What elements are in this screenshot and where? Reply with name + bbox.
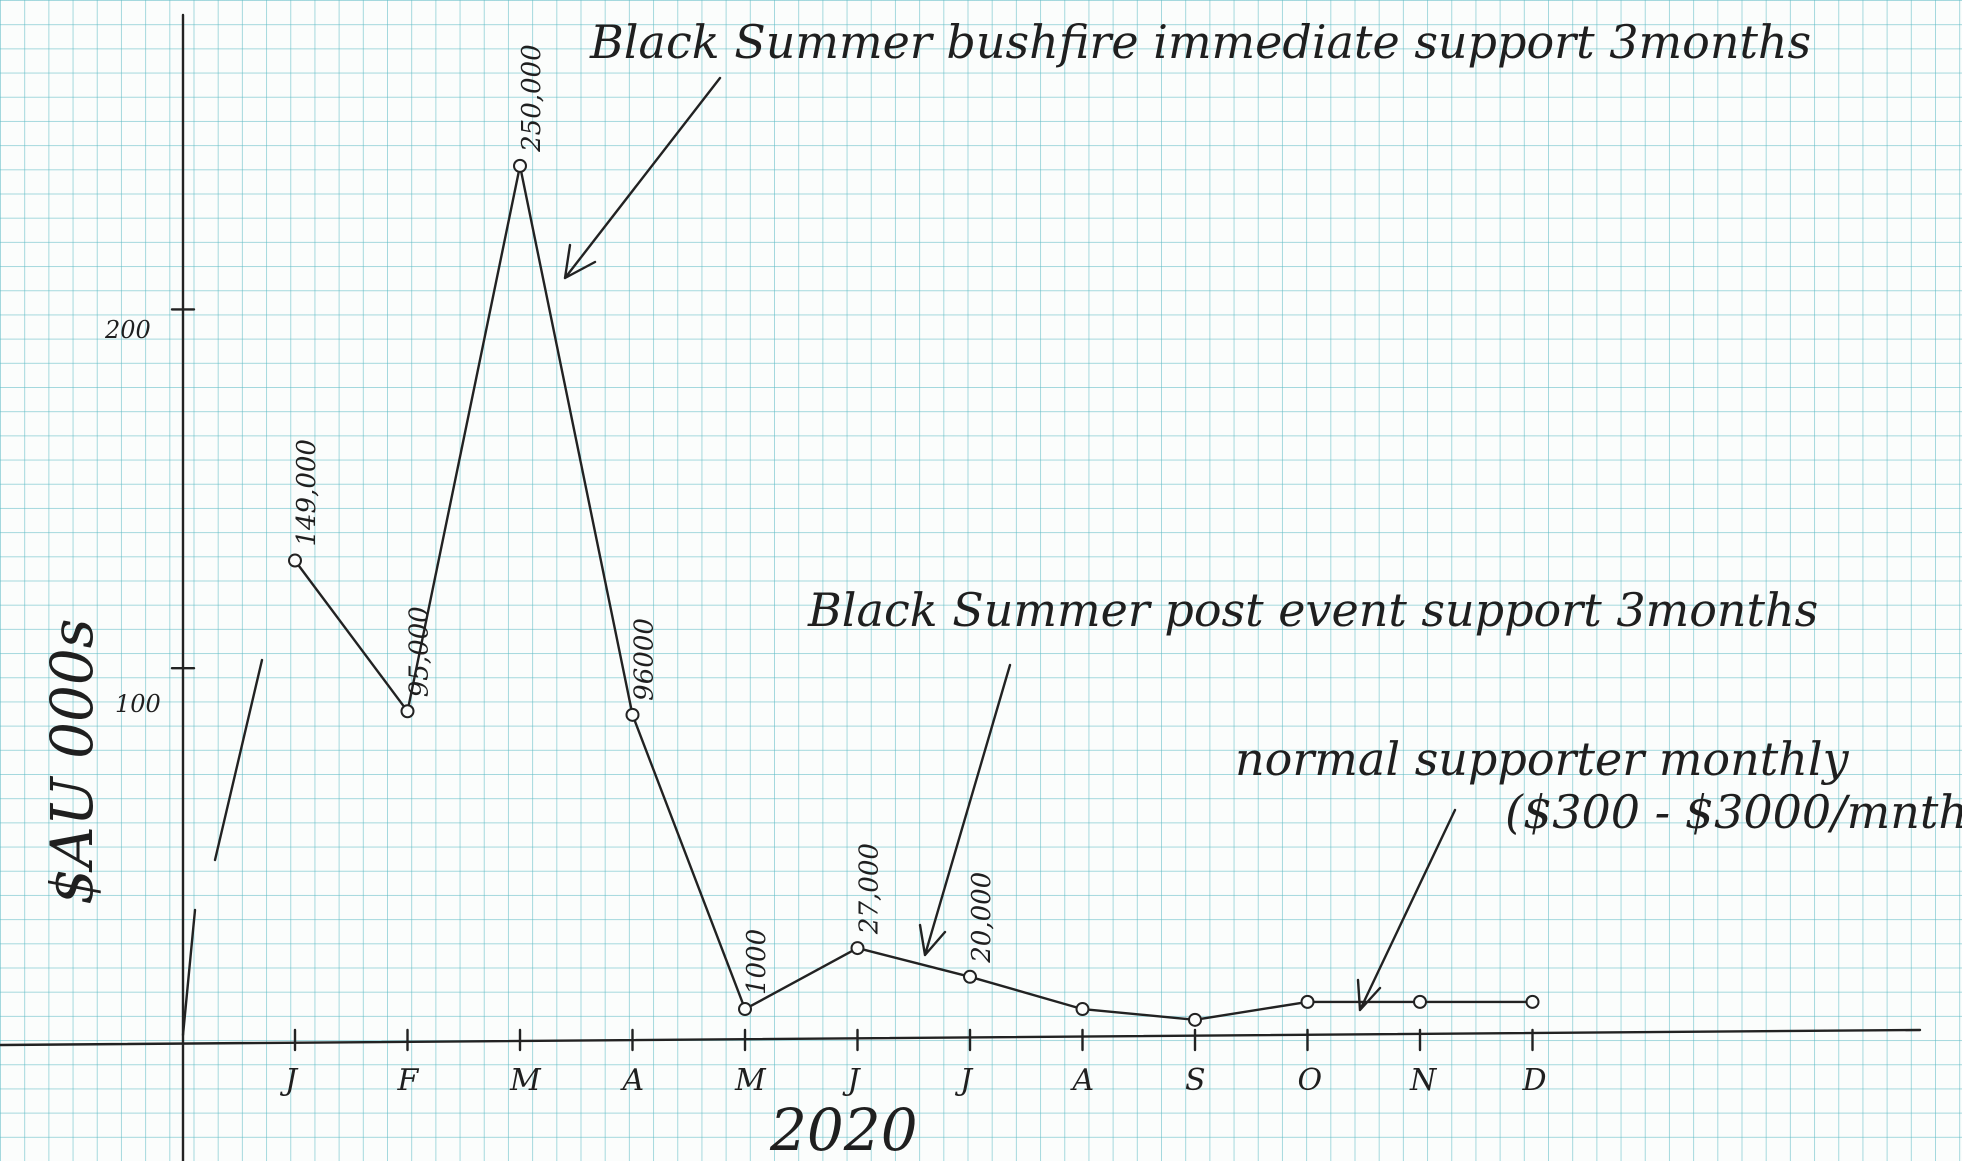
- data-label: 27,000: [855, 843, 885, 935]
- data-point: [1188, 1012, 1202, 1027]
- data-point: [850, 941, 865, 956]
- x-tick-label: M: [509, 1063, 542, 1098]
- x-tick-label: A: [620, 1063, 645, 1098]
- data-label: 149,000: [292, 439, 322, 547]
- data-point: [1413, 994, 1427, 1009]
- data-label: 250,000: [517, 44, 547, 153]
- data-label: 96000: [630, 618, 660, 701]
- data-point: [513, 158, 527, 173]
- data-point: [1075, 1002, 1090, 1017]
- x-tick-label: N: [1409, 1063, 1438, 1098]
- data-point: [625, 707, 640, 722]
- annotation-post-event-support: Black Summer post event support 3months: [807, 583, 1818, 637]
- data-point: [1300, 994, 1315, 1009]
- annotation-normal-support: normal supporter monthly: [1235, 732, 1850, 786]
- y-tick-label-100: 100: [115, 690, 161, 718]
- x-axis: [0, 1028, 1922, 1047]
- x-tick-label: J: [954, 1063, 974, 1098]
- data-point: [288, 553, 302, 568]
- series-line: [293, 164, 1534, 1021]
- annotation-immediate-support: Black Summer bushfire immediate support …: [589, 15, 1811, 69]
- data-points: 149,000 95,000 250,000 96000 1000 27,000 20,00…: [288, 44, 1540, 1027]
- x-tick-label: S: [1185, 1063, 1206, 1098]
- x-tick-label: D: [1522, 1063, 1547, 1098]
- x-axis-title: 2020: [769, 1096, 918, 1161]
- arrow-immediate-support: [563, 76, 722, 280]
- x-tick-label: F: [397, 1063, 420, 1098]
- arrow-post-event-support: [918, 663, 1012, 957]
- x-tick-label: J: [842, 1063, 862, 1098]
- axis-title-guide-stroke: [181, 658, 264, 1037]
- x-tick-label: A: [1070, 1063, 1095, 1098]
- y-axis-title: $AU 000s: [38, 618, 106, 905]
- annotation-normal-support-range: ($300 - $3000/mnth): [1505, 785, 1962, 839]
- x-tick-label: M: [734, 1063, 767, 1098]
- data-point: [1525, 994, 1540, 1009]
- x-tick-label: J: [279, 1063, 299, 1098]
- y-tick-label-200: 200: [104, 316, 151, 344]
- data-point: [400, 704, 415, 719]
- data-label: 1000: [742, 929, 772, 995]
- data-point: [738, 1002, 752, 1017]
- arrow-normal-support: [1356, 808, 1457, 1012]
- x-tick-label: O: [1298, 1063, 1323, 1098]
- data-label: 95,000: [405, 606, 435, 697]
- data-point: [963, 969, 977, 984]
- data-label: 20,000: [967, 872, 997, 964]
